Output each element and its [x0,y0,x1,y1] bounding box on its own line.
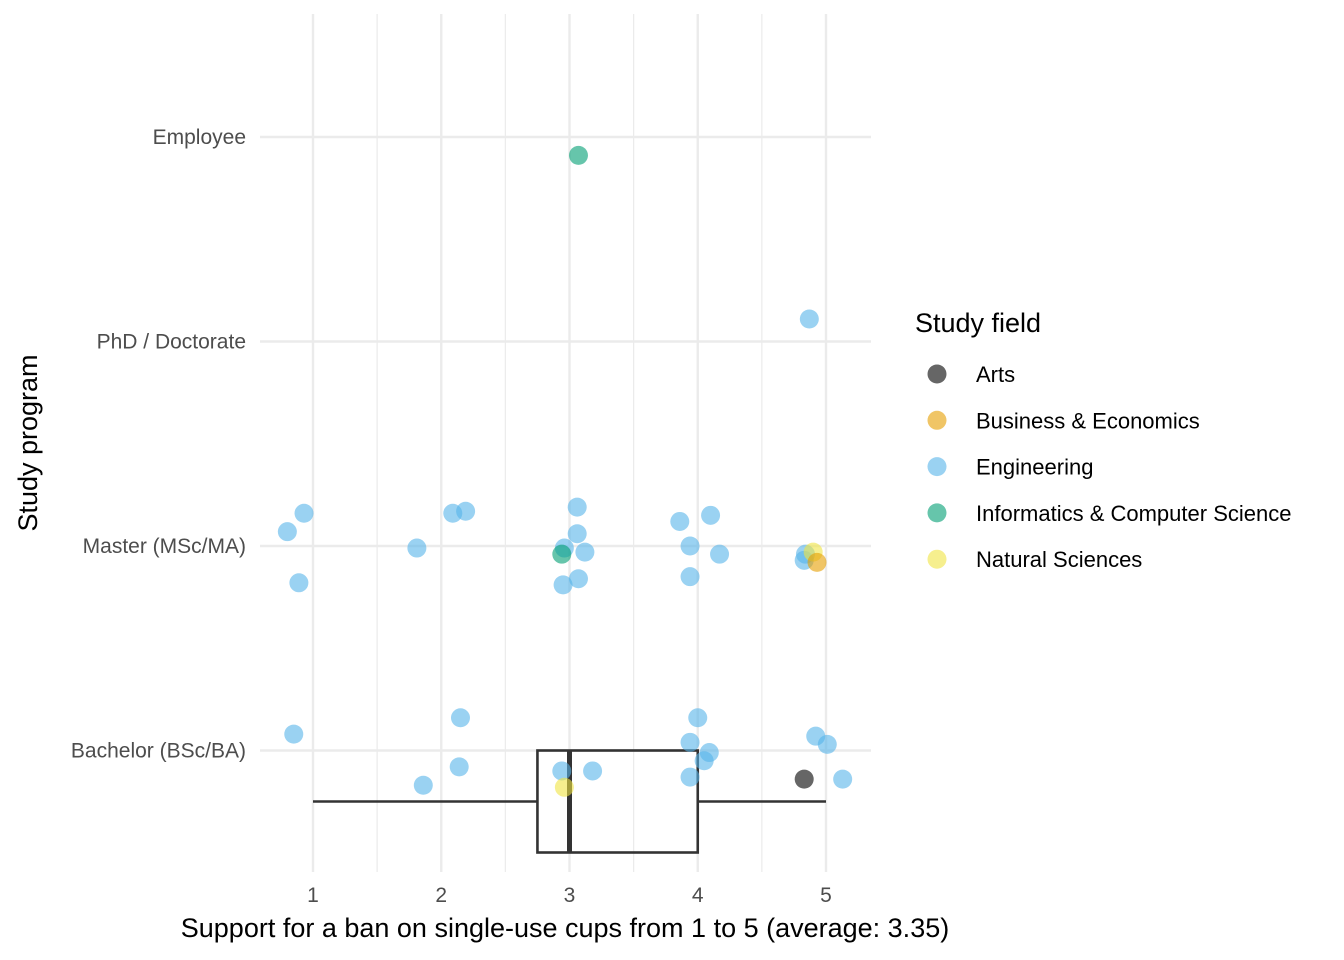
legend-label: Natural Sciences [976,547,1142,572]
data-point [680,767,700,787]
data-point [680,732,700,752]
data-point [413,775,433,795]
x-tick-label: 1 [307,884,319,907]
x-tick-label: 3 [564,884,576,907]
data-point [449,757,469,777]
legend-swatch [927,364,947,384]
data-point [407,538,427,558]
legend-title: Study field [915,308,1041,338]
data-point [567,524,587,544]
data-point [554,777,574,797]
x-axis-tick-labels: 1 2 3 4 5 [307,884,832,907]
grid [260,14,871,872]
data-point [794,769,814,789]
x-axis-title: Support for a ban on single-use cups fro… [181,913,949,943]
data-point [680,567,700,587]
legend-swatch [927,503,947,523]
data-point [710,544,730,564]
y-axis-tick-labels: Bachelor (BSc/BA) Master (MSc/MA) PhD / Do… [71,126,246,763]
y-tick-label: PhD / Doctorate [97,331,246,354]
legend-swatch [927,410,947,430]
data-points [277,145,853,797]
data-point [688,708,708,728]
data-point [568,569,588,589]
y-axis-title: Study program [13,354,43,531]
data-point [807,552,827,572]
y-tick-label: Employee [153,126,246,149]
boxplot-box [536,749,700,854]
data-point [701,505,721,525]
data-point [553,575,573,595]
data-point [799,309,819,329]
legend-entries: Arts Business & Economics Engineering Infor… [927,362,1291,572]
y-tick-label: Master (MSc/MA) [83,535,246,558]
legend-label: Engineering [976,455,1093,480]
data-point [294,503,314,523]
data-point [699,743,719,763]
data-point [567,497,587,517]
data-point [277,522,297,542]
legend-label: Business & Economics [976,408,1200,433]
data-point [284,724,304,744]
data-point [583,761,603,781]
data-point [817,734,837,754]
legend-label: Informatics & Computer Science [976,501,1291,526]
data-point [289,573,309,593]
data-point [456,501,476,521]
y-tick-label: Bachelor (BSc/BA) [71,740,246,763]
data-point [670,511,690,531]
data-point [833,769,853,789]
legend-swatch [927,457,947,477]
legend-swatch [927,549,947,569]
x-tick-label: 4 [692,884,704,907]
legend: Study field Arts Business & Economics Engi… [915,308,1291,572]
legend-label: Arts [976,362,1015,387]
data-point [450,708,470,728]
x-tick-label: 5 [820,884,832,907]
data-point [552,544,572,564]
data-point [568,145,588,165]
data-point [575,542,595,562]
x-tick-label: 2 [435,884,447,907]
data-point [552,761,572,781]
data-point [680,536,700,556]
